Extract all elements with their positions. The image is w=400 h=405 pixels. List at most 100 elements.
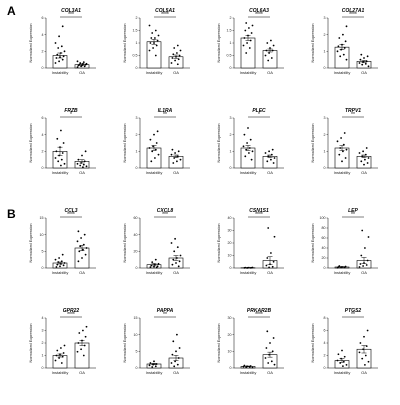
data-point (179, 347, 181, 349)
data-point (362, 348, 364, 350)
y-axis-label: Normalized Expression (311, 323, 315, 362)
y-tick-label: 30 (228, 229, 232, 233)
data-point (338, 265, 340, 267)
data-point (366, 60, 368, 62)
data-point (346, 59, 348, 61)
data-point (269, 263, 271, 265)
data-point (155, 259, 157, 261)
data-point (77, 240, 79, 242)
data-point (151, 32, 153, 34)
category-label: OA (361, 70, 367, 75)
category-label: Instability (146, 370, 163, 375)
data-point (179, 260, 181, 262)
category-label: OA (173, 70, 179, 75)
data-point (153, 360, 155, 362)
data-point (340, 358, 342, 360)
y-tick-label: 15 (134, 316, 138, 320)
data-point (363, 262, 365, 264)
data-point (273, 162, 275, 164)
category-label: Instability (52, 270, 69, 275)
data-point (359, 266, 361, 268)
data-point (149, 25, 151, 27)
y-axis-label: Normalized Expression (123, 23, 127, 62)
data-point (266, 265, 268, 267)
data-point (156, 363, 158, 365)
data-point (82, 63, 84, 65)
data-point (346, 149, 348, 151)
data-point (64, 262, 66, 264)
data-point (158, 154, 160, 156)
data-point (337, 50, 339, 52)
data-point (57, 261, 59, 263)
data-point (367, 330, 369, 332)
category-label: Instability (334, 170, 351, 175)
y-axis-label: Normalized Expression (217, 23, 221, 62)
y-tick-label: 0 (42, 66, 44, 70)
data-point (176, 257, 178, 259)
data-point (55, 259, 57, 261)
category-label: OA (79, 370, 85, 375)
data-point (361, 155, 363, 157)
y-tick-label: 4 (324, 341, 326, 345)
data-point (177, 364, 179, 366)
data-point (84, 160, 86, 162)
y-tick-label: 0 (324, 366, 326, 370)
data-point (268, 150, 270, 152)
category-label: Instability (240, 70, 257, 75)
data-point (58, 357, 60, 359)
data-point (175, 350, 177, 352)
data-point (266, 347, 268, 349)
data-point (368, 157, 370, 159)
data-point (150, 37, 152, 39)
data-point (155, 149, 157, 151)
data-point (362, 265, 364, 267)
data-point (342, 150, 344, 152)
data-point (266, 50, 268, 52)
data-point (180, 255, 182, 257)
data-point (174, 238, 176, 240)
y-tick-label: 10 (40, 233, 44, 237)
data-point (269, 47, 271, 49)
data-point (77, 66, 79, 68)
y-tick-label: 10 (228, 254, 232, 258)
data-point (61, 362, 63, 364)
y-tick-label: 6 (42, 116, 44, 120)
y-tick-label: 5 (136, 350, 138, 354)
data-point (245, 52, 247, 54)
data-point (362, 150, 364, 152)
y-tick-label: 0 (136, 166, 138, 170)
y-axis-label: Normalized Expression (217, 123, 221, 162)
data-point (151, 261, 153, 263)
y-axis-label: Normalized Expression (311, 123, 315, 162)
data-point (176, 52, 178, 54)
data-point (149, 50, 151, 52)
data-point (172, 57, 174, 59)
y-tick-label: 2 (136, 16, 138, 20)
data-point (63, 352, 65, 354)
data-point (77, 60, 79, 62)
data-point (363, 336, 365, 338)
data-point (176, 334, 178, 336)
data-point (271, 57, 273, 59)
y-tick-label: 4 (42, 133, 44, 137)
data-point (368, 65, 370, 67)
data-point (151, 366, 153, 368)
category-label: Instability (146, 70, 163, 75)
data-point (337, 360, 339, 362)
data-point (150, 266, 152, 268)
y-tick-label: 20 (322, 256, 326, 260)
data-point (150, 42, 152, 44)
data-point (267, 362, 269, 364)
category-label: OA (79, 170, 85, 175)
data-point (56, 355, 58, 357)
data-point (273, 45, 275, 47)
data-point (363, 164, 365, 166)
data-point (57, 160, 59, 162)
category-label: Instability (334, 370, 351, 375)
data-point (250, 365, 252, 367)
y-tick-label: 0 (324, 266, 326, 270)
y-axis-label: Normalized Expression (29, 223, 33, 262)
